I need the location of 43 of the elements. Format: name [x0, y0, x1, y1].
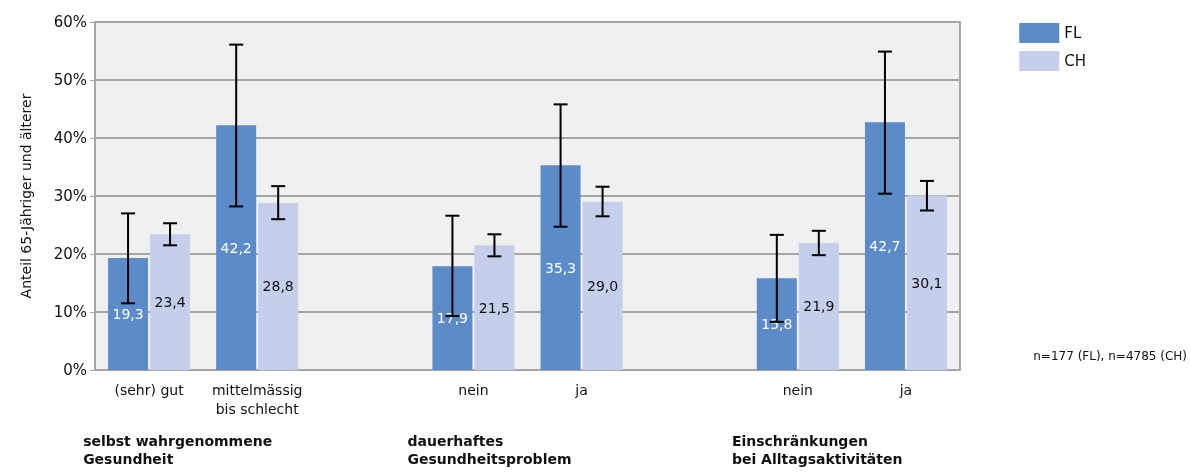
- y-tick-label: 20%: [53, 245, 87, 263]
- legend-label: CH: [1064, 52, 1087, 70]
- bar: [582, 201, 623, 370]
- bar: [432, 266, 473, 370]
- y-tick-label: 30%: [53, 187, 87, 205]
- y-tick-label: 0%: [63, 361, 87, 379]
- x-tick-label: nein: [458, 381, 489, 398]
- bar: [864, 122, 905, 370]
- text: Einschränkungen bei Alltagsaktivitäten: [731, 433, 903, 467]
- data-label: 15,8: [761, 316, 793, 333]
- data-label: 35,3: [544, 259, 577, 276]
- y-axis-title: Anteil 65-Jähriger und älterer: [18, 93, 34, 299]
- bar: [258, 202, 299, 370]
- x-tick-label: (sehr) gut: [114, 381, 185, 398]
- bar: [798, 242, 839, 370]
- data-label: 21,5: [478, 299, 511, 316]
- bar: [216, 125, 257, 370]
- data-label: 29,0: [586, 277, 619, 294]
- bar: [906, 195, 947, 370]
- data-label: 42,7: [869, 238, 901, 255]
- x-tick-label: ja: [574, 381, 588, 398]
- data-label: 23,4: [154, 294, 186, 311]
- bar: [150, 234, 191, 370]
- text: n=177 (FL), n=4785 (CH): [1033, 349, 1188, 363]
- y-tick-label: 50%: [53, 71, 87, 89]
- y-tick-label: 10%: [53, 303, 87, 321]
- bar: [108, 258, 149, 370]
- data-label: 30,1: [911, 274, 943, 291]
- data-label: 42,2: [220, 239, 252, 256]
- y-tick-label: 40%: [53, 129, 87, 147]
- text: selbst wahrgenommene Gesundheit: [83, 433, 273, 467]
- x-tick-label: mittelmässig bis schlecht: [211, 381, 303, 417]
- x-tick-label: ja: [898, 381, 913, 398]
- bar: [756, 278, 797, 370]
- bar: [540, 165, 581, 370]
- x-tick-label: nein: [782, 381, 813, 398]
- data-label: 21,9: [803, 298, 835, 315]
- text: dauerhaftes Gesundheitsproblem: [407, 433, 572, 467]
- data-label: 28,8: [262, 278, 294, 295]
- data-label: 19,3: [112, 306, 144, 323]
- y-tick-label: 60%: [53, 13, 87, 31]
- bar: [474, 245, 515, 370]
- legend-label: FL: [1064, 24, 1082, 42]
